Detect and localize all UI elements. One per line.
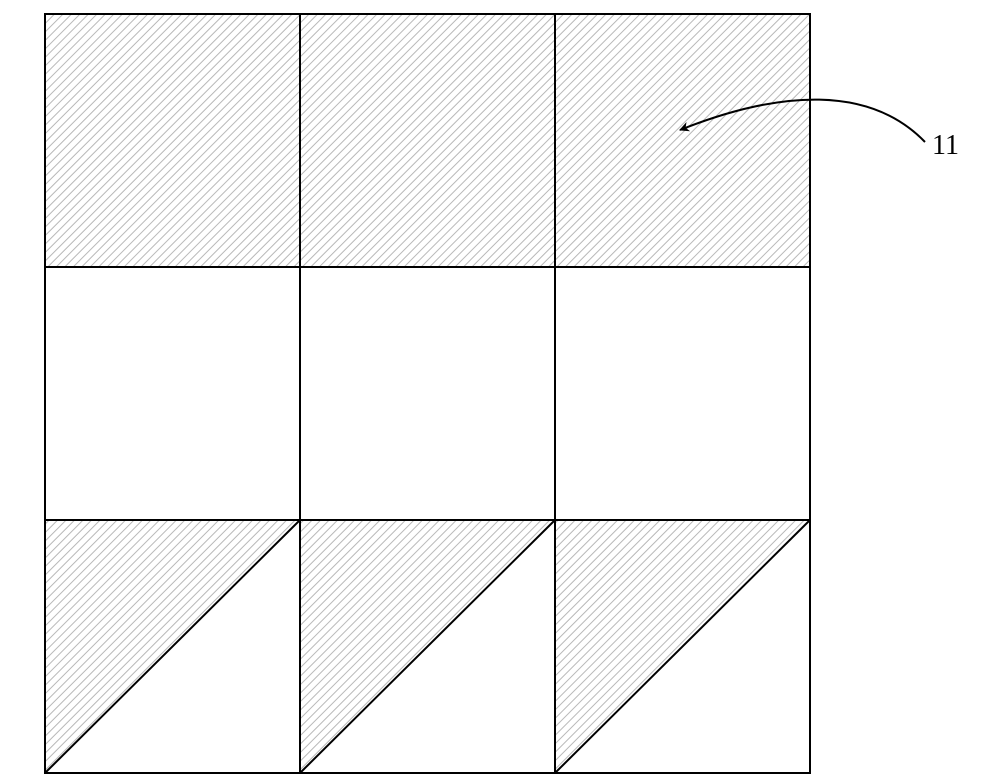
callout-label: 11	[932, 130, 959, 162]
diagram-svg	[0, 0, 1000, 782]
diagram-container: 11	[0, 0, 1000, 782]
